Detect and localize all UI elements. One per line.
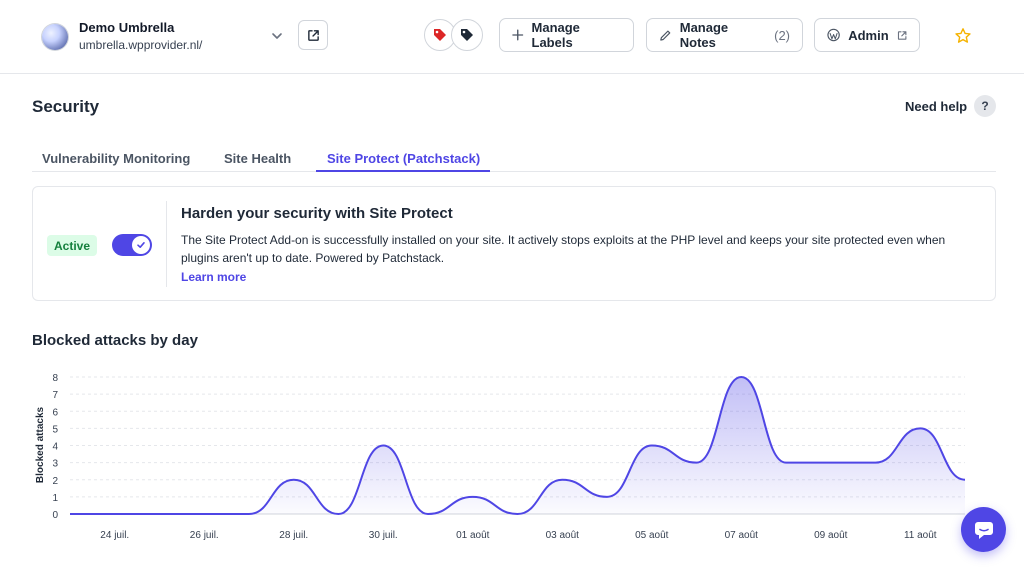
card-description: The Site Protect Add-on is successfully …	[181, 233, 946, 265]
top-bar: Demo Umbrella umbrella.wpprovider.nl/ Ma…	[0, 0, 1024, 74]
chat-button[interactable]	[961, 507, 1006, 552]
page-title: Security	[32, 97, 100, 116]
x-tick-label: 07 août	[725, 530, 759, 541]
manage-labels-label: Manage Labels	[531, 20, 580, 50]
check-icon	[137, 242, 145, 248]
x-tick-label: 28 juil.	[279, 530, 308, 541]
admin-label: Admin	[848, 27, 889, 43]
site-url: umbrella.wpprovider.nl/	[79, 38, 203, 52]
chart-title: Blocked attacks by day	[32, 332, 198, 349]
card-divider	[166, 201, 167, 287]
tab-site-protect[interactable]: Site Protect (Patchstack)	[327, 151, 481, 166]
manage-notes-button[interactable]: Manage Notes (2)	[646, 18, 803, 52]
plus-icon	[512, 29, 524, 41]
x-tick-label: 09 août	[814, 530, 848, 541]
learn-more-link[interactable]: Learn more	[181, 270, 247, 284]
x-tick-label: 01 août	[456, 530, 490, 541]
notes-count: (2)	[774, 27, 790, 43]
external-link-icon	[307, 29, 319, 41]
need-help-link[interactable]: Need help	[905, 99, 968, 114]
dark-label-button[interactable]	[451, 19, 483, 51]
tab-vulnerability-monitoring[interactable]: Vulnerability Monitoring	[42, 151, 191, 166]
site-protect-card: Active Harden your security with Site Pr…	[32, 186, 996, 301]
series-line	[69, 375, 966, 516]
x-tick-label: 11 août	[904, 530, 937, 541]
active-tab-indicator	[316, 170, 490, 172]
admin-button[interactable]: Admin	[814, 18, 920, 52]
x-tick-label: 03 août	[546, 530, 580, 541]
help-icon[interactable]: ?	[974, 95, 996, 117]
manage-labels-button[interactable]: Manage Labels	[499, 18, 634, 52]
chevron-down-icon[interactable]	[268, 27, 286, 45]
site-name: Demo Umbrella	[79, 20, 175, 35]
security-tabs: Vulnerability Monitoring Site Health Sit…	[32, 144, 996, 172]
external-link-icon	[897, 30, 907, 40]
manage-notes-label: Manage Notes	[679, 20, 729, 50]
star-icon[interactable]	[954, 27, 972, 45]
y-tick-label: 2	[52, 476, 58, 487]
x-tick-label: 26 juil.	[190, 530, 219, 541]
toggle-knob	[132, 236, 150, 254]
y-tick-label: 7	[52, 390, 58, 401]
y-axis-label: Blocked attacks	[35, 406, 46, 483]
x-tick-label: 24 juil.	[100, 530, 129, 541]
y-tick-label: 1	[52, 493, 58, 504]
tab-site-health[interactable]: Site Health	[224, 151, 292, 166]
globe-icon	[42, 24, 68, 50]
tag-icon	[461, 29, 473, 41]
y-tick-label: 3	[52, 459, 58, 470]
y-tick-label: 6	[52, 407, 58, 418]
status-badge: Active	[47, 235, 98, 256]
tag-icon	[434, 29, 446, 41]
open-site-button[interactable]	[298, 20, 328, 50]
site-protect-toggle[interactable]	[112, 234, 152, 256]
y-tick-label: 5	[52, 424, 58, 435]
card-title: Harden your security with Site Protect	[181, 205, 453, 222]
x-tick-label: 05 août	[635, 530, 669, 541]
red-label-button[interactable]	[424, 19, 456, 51]
pencil-icon	[660, 30, 671, 41]
chat-icon	[974, 521, 993, 539]
blocked-attacks-chart: 0 1 2 3 4 5 6 7 8 Blocked attacks 24 juil. 26 juil.…	[35, 373, 966, 541]
y-tick-label: 8	[52, 373, 58, 384]
y-tick-label: 0	[52, 510, 58, 521]
x-tick-label: 30 juil.	[369, 530, 398, 541]
wordpress-icon	[827, 28, 840, 42]
y-tick-label: 4	[52, 442, 58, 453]
